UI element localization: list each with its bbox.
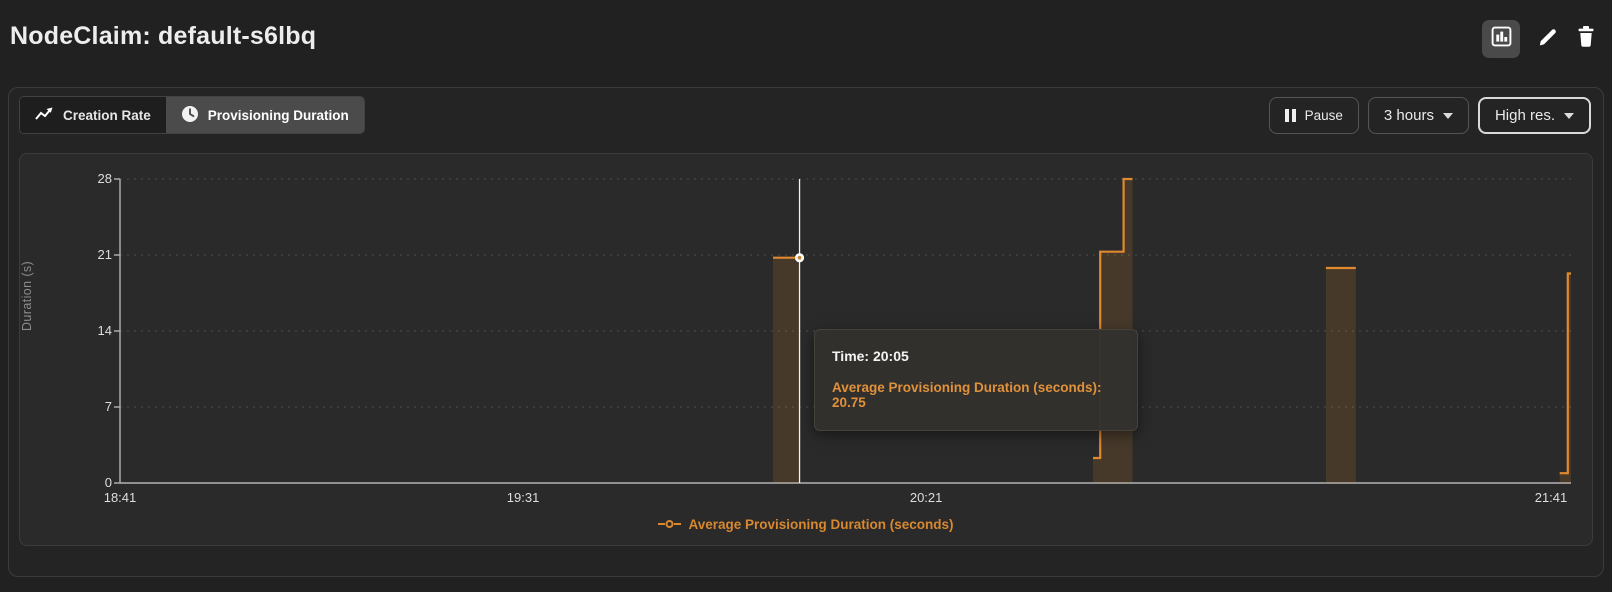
chevron-down-icon <box>1564 113 1574 119</box>
tab-label: Creation Rate <box>63 107 151 123</box>
y-tick-label: 28 <box>97 171 112 186</box>
chart-area[interactable]: Duration (s) 0 7 14 21 28 18:41 19:31 20:21 21:… <box>19 153 1593 546</box>
y-axis-title: Duration (s) <box>20 260 34 331</box>
chart-toolbar: Creation Rate Provisioning Duration Paus… <box>19 96 1591 134</box>
trend-line-icon <box>35 107 54 124</box>
interval-dropdown[interactable]: 3 hours <box>1367 96 1469 134</box>
legend-label: Average Provisioning Duration (seconds) <box>688 517 954 532</box>
chart-tooltip: Time: 20:05 Average Provisioning Duratio… <box>814 329 1138 431</box>
delete-button[interactable] <box>1576 25 1596 53</box>
bar-chart-icon <box>1491 26 1512 52</box>
tab-creation-rate[interactable]: Creation Rate <box>20 97 166 133</box>
pause-button[interactable]: Pause <box>1269 96 1359 134</box>
trash-icon <box>1576 25 1596 53</box>
chart-legend: Average Provisioning Duration (seconds) <box>20 517 1592 532</box>
x-tick-label: 18:41 <box>103 490 137 505</box>
resolution-dropdown[interactable]: High res. <box>1477 96 1591 134</box>
pencil-icon <box>1537 26 1559 53</box>
y-tick-label: 21 <box>97 247 112 262</box>
page-title: NodeClaim: default-s6lbq <box>10 22 317 50</box>
chart-view-button[interactable] <box>1482 20 1520 58</box>
interval-label: 3 hours <box>1383 106 1434 124</box>
tab-label: Provisioning Duration <box>207 107 349 123</box>
legend-line-marker-icon <box>658 517 682 532</box>
x-tick-label: 21:41 <box>1534 490 1568 505</box>
y-tick-label: 14 <box>97 323 112 338</box>
legend-item[interactable]: Average Provisioning Duration (seconds) <box>658 517 954 532</box>
metrics-card: Creation Rate Provisioning Duration Paus… <box>8 87 1604 577</box>
x-tick-label: 20:21 <box>909 490 943 505</box>
pause-icon <box>1285 108 1296 122</box>
resolution-label: High res. <box>1494 106 1555 124</box>
edit-button[interactable] <box>1537 26 1559 53</box>
metric-tab-group: Creation Rate Provisioning Duration <box>19 96 365 134</box>
tooltip-series-value: Average Provisioning Duration (seconds):… <box>832 380 1102 410</box>
toolbar-right: Pause 3 hours High res. <box>1269 96 1591 134</box>
tab-provisioning-duration[interactable]: Provisioning Duration <box>165 97 364 133</box>
x-tick-label: 19:31 <box>506 490 540 505</box>
header-actions <box>1482 20 1596 58</box>
y-tick-label: 7 <box>104 399 112 414</box>
chevron-down-icon <box>1442 113 1453 119</box>
tooltip-time: Time: 20:05 <box>832 348 909 364</box>
y-tick-label: 0 <box>104 475 112 490</box>
clock-icon <box>181 105 199 126</box>
pause-label: Pause <box>1304 107 1343 123</box>
chart-plot <box>114 177 1571 484</box>
